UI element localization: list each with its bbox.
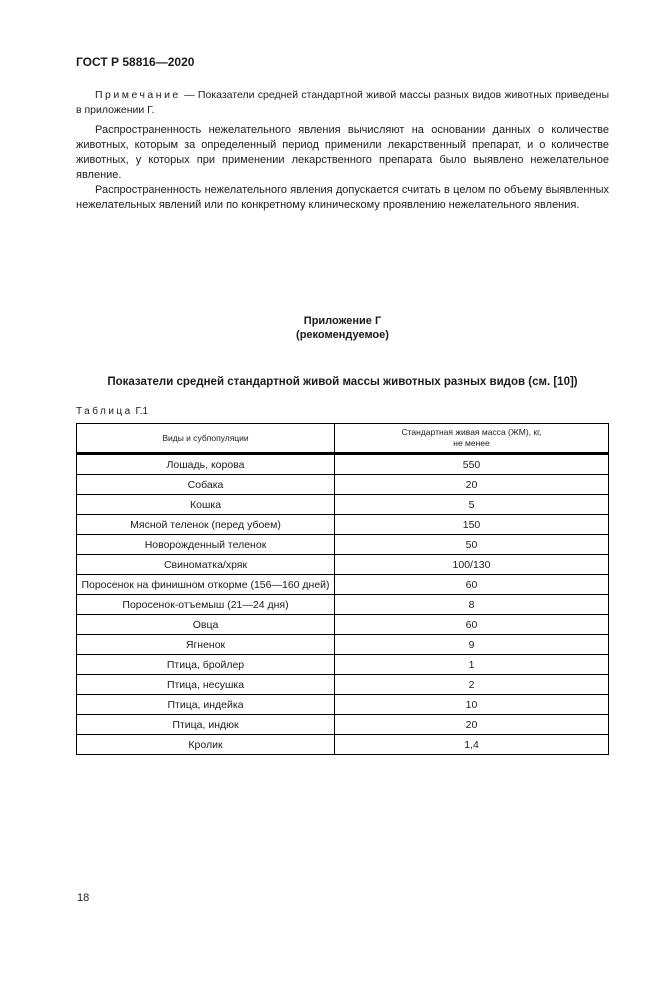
species-cell: Кролик [75,734,336,755]
species-cell: Лошадь, корова [75,453,336,475]
species-cell: Новорожденный теленок [75,534,336,555]
page-number: 18 [77,892,90,904]
standard-live-mass-table: Виды и субпопуляции Стандартная живая ма… [75,423,609,755]
table-row: Поросенок на финишном откорме (156—160 д… [75,574,609,595]
table-caption-label: Таблица [76,406,133,417]
species-cell: Свиноматка/хряк [75,554,336,575]
mass-cell: 9 [334,634,609,655]
table-row: Ягненок 9 [75,634,609,655]
appendix-subtitle: (рекомендуемое) [296,329,389,341]
mass-cell: 60 [334,614,609,635]
species-cell: Птица, несушка [75,674,336,695]
note-paragraph: Примечание — Показатели средней стандарт… [76,88,609,118]
table-caption-number: Г.1 [132,406,149,417]
species-cell: Мясной теленок (перед убоем) [75,514,336,535]
table-row: Лошадь, корова 550 [75,453,609,475]
column-header-mass: Стандартная живая масса (ЖМ), кг, не мен… [334,423,609,455]
page-content: ГОСТ Р 58816—2020 Примечание — Показател… [0,55,661,755]
table-row: Свиноматка/хряк 100/130 [75,554,609,575]
table-row: Мясной теленок (перед убоем) 150 [75,514,609,535]
mass-cell: 10 [334,694,609,715]
table-row: Поросенок-отъемыш (21—24 дня) 8 [75,594,609,615]
mass-cell: 100/130 [334,554,609,575]
mass-cell: 2 [334,674,609,695]
species-cell: Собака [75,474,336,495]
table-row: Птица, бройлер 1 [75,654,609,675]
mass-cell: 50 [334,534,609,555]
document-header: ГОСТ Р 58816—2020 [76,55,195,69]
species-cell: Кошка [75,494,336,515]
species-cell: Поросенок-отъемыш (21—24 дня) [75,594,336,615]
note-label: Примечание [95,89,181,101]
table-row: Птица, индюк 20 [75,714,609,735]
table-row: Кошка 5 [75,494,609,515]
table-header-row: Виды и субпопуляции Стандартная живая ма… [75,423,609,455]
mass-cell: 60 [334,574,609,595]
table-row: Собака 20 [75,474,609,495]
paragraph-prevalence-counting: Распространенность нежелательного явлени… [76,184,609,211]
table-row: Птица, несушка 2 [75,674,609,695]
appendix-heading-block: Приложение Г (рекомендуемое) [76,314,609,342]
note-text: — Показатели средней стандартной живой м… [76,89,609,116]
column-header-species: Виды и субпопуляции [75,423,336,455]
table-row: Новорожденный теленок 50 [75,534,609,555]
mass-cell: 20 [334,474,609,495]
species-cell: Ягненок [75,634,336,655]
mass-cell: 150 [334,514,609,535]
species-cell: Птица, индейка [75,694,336,715]
mass-cell: 1,4 [334,734,609,755]
species-cell: Поросенок на финишном откорме (156—160 д… [75,574,336,595]
appendix-section-heading: Показатели средней стандартной живой мас… [107,376,578,388]
mass-cell: 550 [334,453,609,475]
mass-cell: 1 [334,654,609,675]
species-cell: Птица, индюк [75,714,336,735]
appendix-title: Приложение Г [303,315,382,327]
body-paragraphs: Распространенность нежелательного явлени… [76,123,609,213]
table-row: Кролик 1,4 [75,734,609,755]
mass-cell: 5 [334,494,609,515]
mass-cell: 20 [334,714,609,735]
table-row: Овца 60 [75,614,609,635]
species-cell: Овца [75,614,336,635]
mass-cell: 8 [334,594,609,615]
paragraph-prevalence-calculation: Распространенность нежелательного явлени… [76,124,609,181]
table-row: Птица, индейка 10 [75,694,609,715]
table-caption: Таблица Г.1 [76,406,609,417]
species-cell: Птица, бройлер [75,654,336,675]
